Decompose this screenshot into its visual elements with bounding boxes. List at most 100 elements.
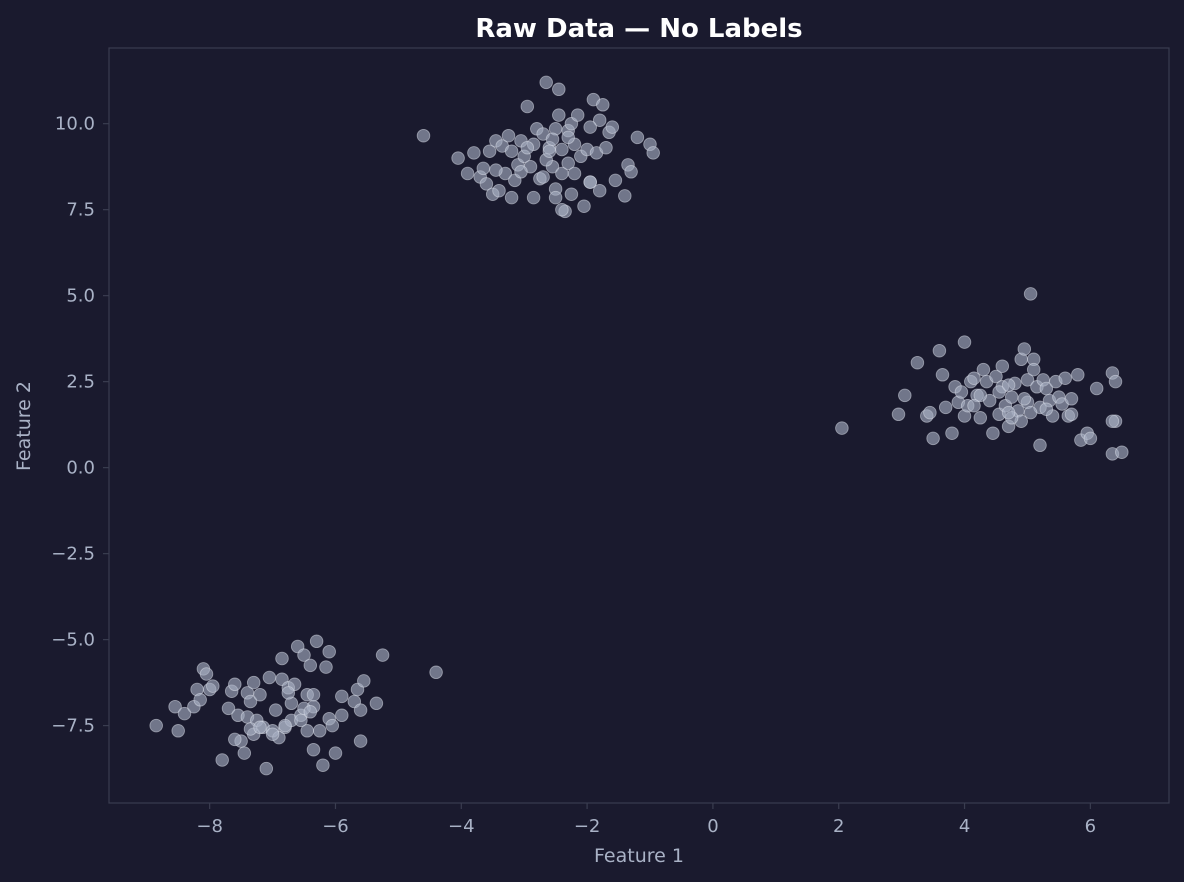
data-point xyxy=(548,190,563,205)
data-point xyxy=(1064,392,1079,406)
data-point xyxy=(353,703,368,717)
data-point xyxy=(891,407,906,422)
y-tick-label: 5.0 xyxy=(66,286,95,307)
data-point xyxy=(1001,405,1016,420)
data-point xyxy=(316,758,330,772)
data-point xyxy=(561,156,575,170)
data-point xyxy=(1071,368,1085,382)
data-point xyxy=(605,120,620,134)
y-tick-label: −2.5 xyxy=(51,544,95,565)
data-point xyxy=(1115,445,1129,459)
data-point xyxy=(1023,405,1038,420)
data-point xyxy=(253,720,267,735)
data-point xyxy=(1064,407,1079,422)
data-point xyxy=(945,426,959,440)
y-tick-label: 0.0 xyxy=(66,458,95,479)
data-point xyxy=(1033,438,1047,453)
data-point xyxy=(608,173,623,188)
data-point xyxy=(552,108,566,122)
data-point xyxy=(989,369,1003,384)
data-point xyxy=(567,166,582,181)
data-point xyxy=(357,674,371,688)
data-point xyxy=(206,679,220,693)
y-tick-label: −7.5 xyxy=(51,716,95,737)
data-point xyxy=(967,371,981,385)
data-point xyxy=(898,388,912,403)
data-point xyxy=(624,165,638,179)
data-point xyxy=(564,187,579,201)
data-point xyxy=(303,658,318,673)
data-point xyxy=(228,677,242,692)
data-point xyxy=(520,99,535,114)
data-point xyxy=(954,385,969,399)
data-point xyxy=(325,718,340,733)
data-point xyxy=(514,165,528,179)
x-tick-label: 2 xyxy=(833,816,844,837)
data-point xyxy=(171,724,185,738)
data-point xyxy=(312,724,327,738)
data-point xyxy=(646,146,660,160)
data-point xyxy=(1026,362,1041,377)
data-point xyxy=(268,703,283,717)
data-point xyxy=(618,189,632,203)
points-layer xyxy=(149,75,1129,776)
data-point xyxy=(992,385,1006,399)
data-point xyxy=(237,746,252,760)
data-point xyxy=(259,761,274,776)
x-tick-label: −6 xyxy=(322,816,349,837)
data-point xyxy=(976,362,991,377)
data-point xyxy=(583,120,597,134)
data-point xyxy=(1089,381,1104,396)
data-point xyxy=(561,130,575,145)
data-point xyxy=(995,359,1010,373)
data-point xyxy=(309,634,324,649)
data-point xyxy=(545,132,560,146)
data-point xyxy=(926,431,940,446)
x-tick-label: −2 xyxy=(574,816,601,837)
data-point xyxy=(1017,392,1032,406)
x-tick-label: 6 xyxy=(1085,816,1096,837)
data-point xyxy=(253,687,267,702)
data-point xyxy=(967,398,981,413)
data-point xyxy=(275,651,289,666)
data-point xyxy=(520,140,535,155)
data-point xyxy=(1083,431,1098,446)
data-point xyxy=(577,199,591,213)
x-tick-label: −8 xyxy=(196,816,223,837)
data-point xyxy=(294,713,308,728)
data-point xyxy=(221,701,236,716)
data-point xyxy=(555,202,569,217)
data-point xyxy=(199,667,214,681)
data-point xyxy=(246,675,261,690)
data-point xyxy=(973,411,988,425)
data-point xyxy=(375,648,390,662)
y-axis-label: Feature 2 xyxy=(13,381,35,471)
data-point xyxy=(335,708,349,723)
data-point xyxy=(973,388,988,403)
data-point xyxy=(1020,373,1035,387)
data-point xyxy=(957,335,972,349)
data-point xyxy=(1058,371,1072,385)
data-point xyxy=(526,190,541,205)
data-point xyxy=(552,82,566,97)
data-point xyxy=(328,746,343,760)
data-point xyxy=(986,426,1000,440)
data-point xyxy=(592,113,607,127)
y-tick-label: −5.0 xyxy=(51,630,95,651)
x-axis-ticks: −8 −6 −4 −2 0 2 4 6 xyxy=(196,803,1096,837)
x-tick-label: 0 xyxy=(707,816,718,837)
data-point xyxy=(501,128,516,143)
data-point xyxy=(416,128,431,143)
y-tick-label: 10.0 xyxy=(55,114,95,135)
data-point xyxy=(476,161,491,176)
y-axis-ticks: −7.5 −5.0 −2.5 0.0 2.5 5.0 7.5 10.0 xyxy=(51,114,109,737)
data-point xyxy=(215,753,229,767)
data-point xyxy=(492,183,506,198)
data-point xyxy=(467,146,481,160)
data-point xyxy=(1023,287,1038,301)
data-point xyxy=(1105,414,1120,428)
data-point xyxy=(489,163,503,177)
data-point xyxy=(262,670,277,685)
data-point xyxy=(265,727,280,741)
data-point xyxy=(306,742,321,757)
